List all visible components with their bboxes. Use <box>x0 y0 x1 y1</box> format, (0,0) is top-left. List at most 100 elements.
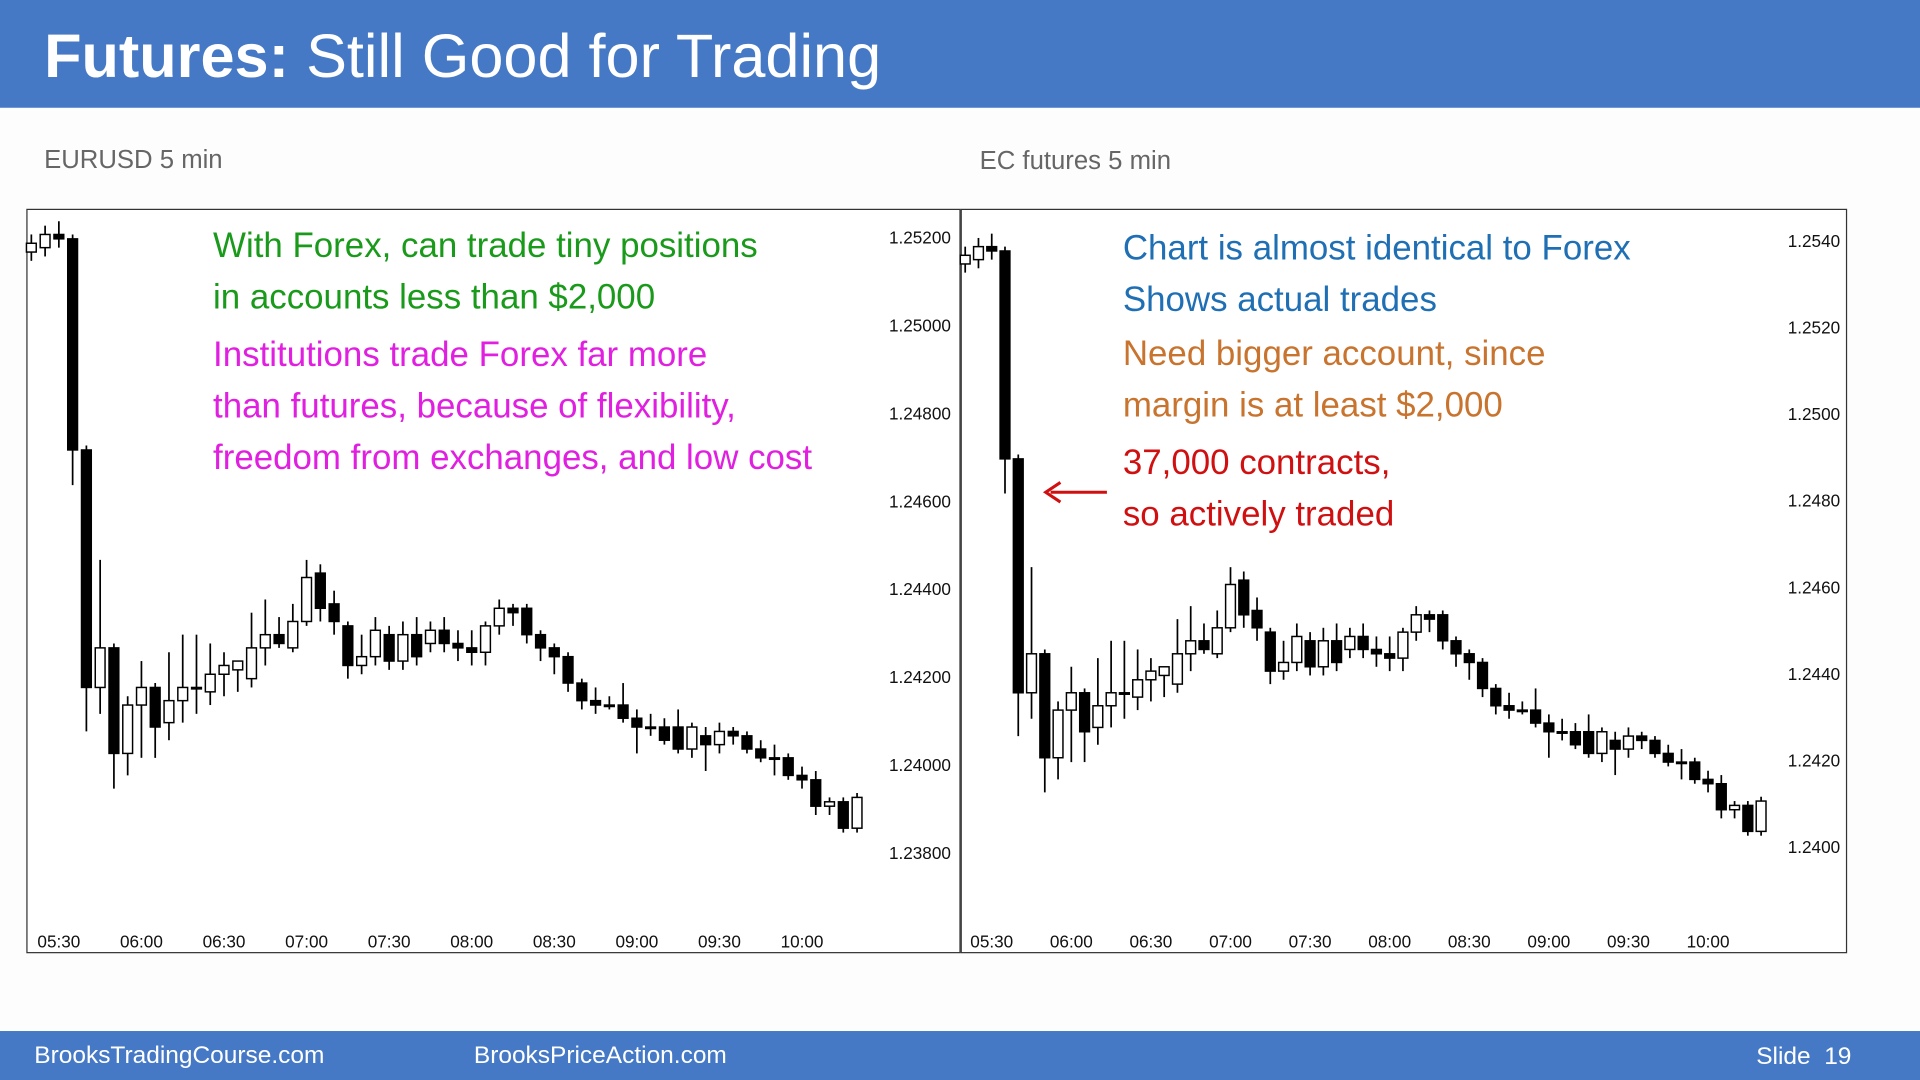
annotation: Need bigger account, since <box>1123 334 1546 373</box>
candle-body <box>521 607 533 636</box>
candle-body <box>1529 709 1542 724</box>
candle-body <box>149 686 161 728</box>
candle-body <box>411 633 423 658</box>
y-tick-label: 1.2440 <box>1788 664 1840 684</box>
candle-body <box>658 726 671 741</box>
y-tick-label: 1.25200 <box>889 227 951 247</box>
candle-body <box>259 633 271 649</box>
candle-body <box>727 730 739 737</box>
candle-body <box>1370 648 1383 655</box>
candle-body <box>562 655 574 684</box>
candle-body <box>245 647 258 680</box>
candle-body <box>1410 614 1422 633</box>
candle-body <box>672 726 684 750</box>
candle-body <box>1330 640 1343 664</box>
candle-body <box>355 655 368 667</box>
candle-body <box>122 704 134 755</box>
x-tick-label: 09:00 <box>615 931 658 951</box>
candle-body <box>837 801 849 829</box>
x-tick-label: 05:30 <box>970 931 1013 951</box>
annotation: so actively traded <box>1123 494 1394 533</box>
candle-body <box>782 757 794 777</box>
candle-body <box>1118 692 1131 695</box>
y-tick-label: 1.24800 <box>889 403 951 423</box>
candle-body <box>755 748 767 759</box>
x-tick-label: 09:00 <box>1527 931 1570 951</box>
candle-body <box>999 250 1011 460</box>
candle-body <box>1304 640 1316 668</box>
candle-body <box>1105 692 1117 707</box>
candle-body <box>959 254 971 265</box>
candle-body <box>700 735 712 746</box>
candle-body <box>796 774 808 781</box>
candle-body <box>1397 631 1409 659</box>
candle-body <box>287 620 299 649</box>
candle-body <box>383 633 395 662</box>
candle-body <box>1344 635 1356 651</box>
candle-body <box>1145 670 1157 681</box>
candle-body <box>1755 800 1767 833</box>
candle-body <box>479 625 492 654</box>
candle-body <box>986 245 998 252</box>
candle-body <box>1649 739 1661 755</box>
annotation: freedom from exchanges, and low cost <box>213 438 812 477</box>
candle-body <box>1609 739 1621 750</box>
candle-body <box>1211 627 1223 655</box>
candle-body <box>466 647 478 654</box>
y-tick-label: 1.24200 <box>889 667 951 687</box>
candle-body <box>1450 640 1462 655</box>
candle-body <box>1132 679 1144 698</box>
candle-body <box>1543 722 1555 733</box>
candle-body <box>39 233 51 249</box>
candle-body <box>713 730 726 746</box>
x-tick-label: 09:30 <box>698 931 741 951</box>
candle-body <box>1384 653 1396 659</box>
candle-body <box>1675 761 1688 765</box>
candle-body <box>1078 692 1091 733</box>
candle-body <box>1622 735 1635 750</box>
annotation: Shows actual trades <box>1123 280 1437 319</box>
candle-body <box>851 796 863 829</box>
x-tick-label: 08:00 <box>450 931 493 951</box>
arrow-head <box>1042 481 1062 504</box>
x-tick-label: 09:30 <box>1607 931 1650 951</box>
plot-frame <box>960 208 1848 954</box>
x-tick-label: 05:30 <box>37 931 80 951</box>
x-tick-label: 06:30 <box>1129 931 1172 951</box>
candle-body <box>1662 752 1674 763</box>
chart-title: EURUSD 5 min <box>44 146 223 174</box>
candle-body <box>603 704 615 708</box>
candle-body <box>1569 731 1582 746</box>
annotation: Institutions trade Forex far more <box>213 335 707 374</box>
candle-body <box>53 233 65 240</box>
candle-body <box>1185 640 1197 655</box>
candle-body <box>1012 458 1024 694</box>
candle-body <box>342 625 354 667</box>
y-tick-label: 1.24600 <box>889 491 951 511</box>
y-tick-label: 1.2420 <box>1788 751 1840 771</box>
y-tick-label: 1.25000 <box>889 315 951 335</box>
annotation: than futures, because of flexibility, <box>213 387 736 426</box>
candle-body <box>823 801 836 807</box>
y-tick-label: 1.2500 <box>1788 404 1840 424</box>
candle-body <box>576 682 588 702</box>
candle-body <box>1702 778 1714 785</box>
x-tick-label: 08:00 <box>1368 931 1411 951</box>
candle-body <box>25 242 37 253</box>
candle-body <box>1264 631 1276 672</box>
x-tick-label: 06:00 <box>1050 931 1093 951</box>
candle-body <box>300 576 313 623</box>
x-tick-label: 08:30 <box>533 931 576 951</box>
candle-body <box>1171 653 1184 685</box>
candle-body <box>1065 692 1077 711</box>
header-bar <box>0 0 1920 108</box>
candle-body <box>1490 687 1502 707</box>
candle-body <box>493 607 505 627</box>
candle-body <box>1238 579 1250 616</box>
x-tick-label: 07:00 <box>285 931 328 951</box>
candle-body <box>1516 709 1528 713</box>
candle-body <box>1556 731 1568 734</box>
candle-body <box>190 686 203 690</box>
